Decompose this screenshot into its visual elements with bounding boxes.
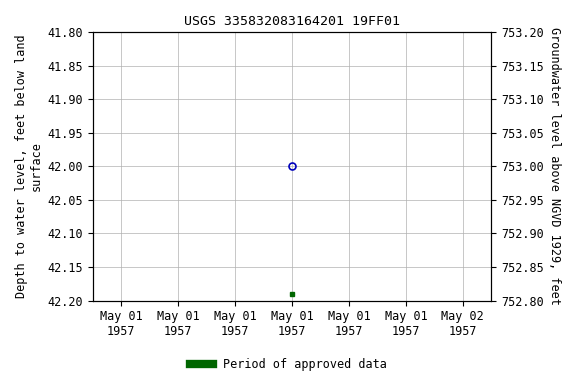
Y-axis label: Depth to water level, feet below land
surface: Depth to water level, feet below land su… [15, 35, 43, 298]
Y-axis label: Groundwater level above NGVD 1929, feet: Groundwater level above NGVD 1929, feet [548, 27, 561, 305]
Title: USGS 335832083164201 19FF01: USGS 335832083164201 19FF01 [184, 15, 400, 28]
Legend: Period of approved data: Period of approved data [185, 354, 391, 376]
